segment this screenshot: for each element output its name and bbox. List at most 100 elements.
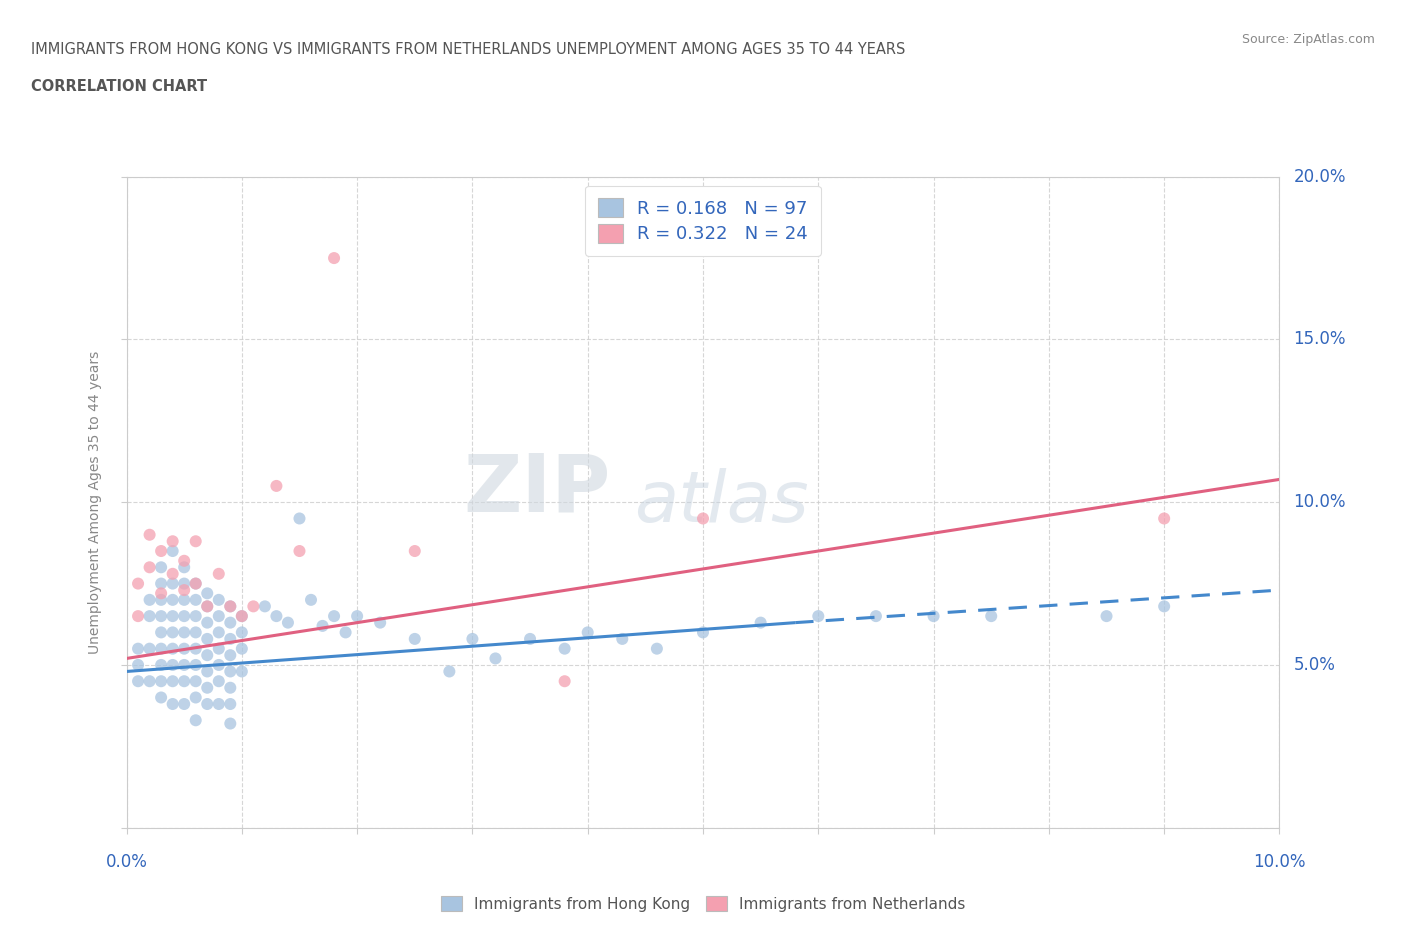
Point (184, 577, 207, 591)
Point (127, 642, 149, 657)
Point (692, 625, 714, 640)
Point (242, 599, 264, 614)
Text: 20.0%: 20.0% (1294, 167, 1346, 186)
Point (162, 673, 184, 688)
Point (184, 625, 207, 640)
Point (138, 592, 160, 607)
Point (162, 658, 184, 672)
Point (138, 642, 160, 657)
Legend: Immigrants from Hong Kong, Immigrants from Netherlands: Immigrants from Hong Kong, Immigrants fr… (434, 890, 972, 918)
Point (323, 251, 346, 266)
Point (138, 609, 160, 624)
Point (554, 642, 576, 657)
Point (219, 648, 242, 663)
Point (173, 697, 195, 711)
Y-axis label: Unemployment Among Ages 35 to 44 years: Unemployment Among Ages 35 to 44 years (89, 351, 103, 654)
Point (184, 642, 207, 657)
Point (162, 609, 184, 624)
Point (208, 658, 231, 672)
Point (219, 681, 242, 696)
Point (980, 609, 1002, 624)
Text: ZIP: ZIP (464, 450, 610, 528)
Point (195, 599, 218, 614)
Point (692, 512, 714, 526)
Point (288, 512, 311, 526)
Point (162, 566, 184, 581)
Point (266, 479, 288, 494)
Point (195, 648, 218, 663)
Point (162, 697, 184, 711)
Point (184, 690, 207, 705)
Point (346, 609, 368, 624)
Point (150, 560, 173, 575)
Point (1153, 599, 1175, 614)
Text: 5.0%: 5.0% (1294, 656, 1336, 674)
Point (231, 664, 253, 679)
Point (266, 609, 288, 624)
Point (288, 543, 311, 558)
Point (195, 631, 218, 646)
Point (439, 664, 461, 679)
Point (150, 625, 173, 640)
Point (311, 618, 333, 633)
Point (150, 577, 173, 591)
Point (150, 658, 173, 672)
Point (173, 560, 195, 575)
Point (195, 586, 218, 601)
Text: 10.0%: 10.0% (1294, 493, 1346, 512)
Point (208, 592, 231, 607)
Point (173, 673, 195, 688)
Point (219, 631, 242, 646)
Point (208, 566, 231, 581)
Point (404, 543, 426, 558)
Point (368, 616, 391, 631)
Point (150, 543, 173, 558)
Point (173, 582, 195, 598)
Point (219, 697, 242, 711)
Point (173, 577, 195, 591)
Point (299, 592, 322, 607)
Text: CORRELATION CHART: CORRELATION CHART (31, 79, 207, 94)
Point (554, 673, 576, 688)
Point (162, 592, 184, 607)
Point (219, 664, 242, 679)
Text: Source: ZipAtlas.com: Source: ZipAtlas.com (1241, 33, 1375, 46)
Text: IMMIGRANTS FROM HONG KONG VS IMMIGRANTS FROM NETHERLANDS UNEMPLOYMENT AMONG AGES: IMMIGRANTS FROM HONG KONG VS IMMIGRANTS … (31, 42, 905, 57)
Point (173, 609, 195, 624)
Point (231, 642, 253, 657)
Point (219, 599, 242, 614)
Point (184, 577, 207, 591)
Point (277, 616, 299, 631)
Point (461, 631, 484, 646)
Point (865, 609, 887, 624)
Point (127, 577, 149, 591)
Point (195, 697, 218, 711)
Point (208, 697, 231, 711)
Point (150, 690, 173, 705)
Point (162, 534, 184, 549)
Point (484, 651, 506, 666)
Point (323, 609, 346, 624)
Point (150, 592, 173, 607)
Point (208, 625, 231, 640)
Point (195, 681, 218, 696)
Text: 15.0%: 15.0% (1294, 330, 1346, 349)
Point (231, 609, 253, 624)
Point (162, 642, 184, 657)
Point (576, 625, 599, 640)
Point (138, 560, 160, 575)
Point (1153, 512, 1175, 526)
Point (219, 716, 242, 731)
Text: 0.0%: 0.0% (105, 853, 148, 870)
Point (219, 599, 242, 614)
Point (127, 658, 149, 672)
Point (335, 625, 357, 640)
Point (138, 673, 160, 688)
Point (173, 642, 195, 657)
Text: 10.0%: 10.0% (1253, 853, 1306, 870)
Point (184, 658, 207, 672)
Legend: R = 0.168   N = 97, R = 0.322   N = 24: R = 0.168 N = 97, R = 0.322 N = 24 (585, 186, 821, 256)
Point (184, 592, 207, 607)
Point (749, 616, 772, 631)
Point (208, 673, 231, 688)
